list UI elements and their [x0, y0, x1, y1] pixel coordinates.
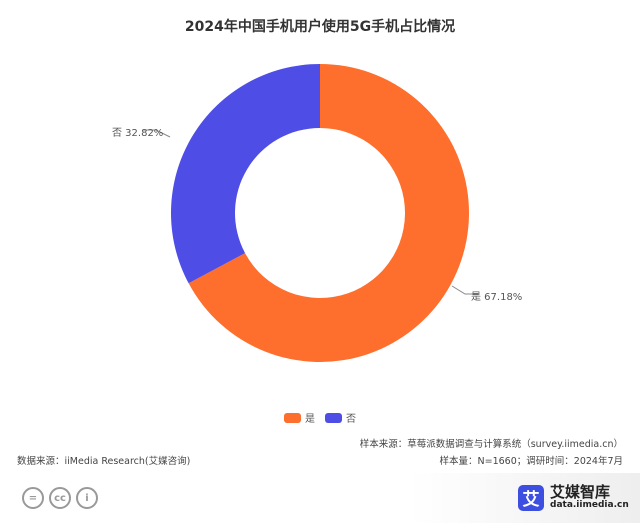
slice-label-yes: 是 67.18%: [471, 292, 523, 303]
leader-line-yes: [451, 285, 478, 295]
brand-logo-icon: 艾: [518, 484, 544, 511]
chart-title: 2024年中国手机用户使用5G手机占比情况: [184, 19, 456, 35]
legend-label-no: 否: [346, 414, 356, 425]
sample-source: 样本来源：草莓派数据调查与计算系统（survey.iimedia.cn）: [359, 439, 623, 450]
license-icons: = cc i: [22, 487, 98, 509]
cc-nd-icon: =: [22, 487, 44, 509]
data-source: 数据来源：iiMedia Research(艾媒咨询): [17, 456, 191, 467]
legend-swatch-no: [325, 412, 342, 423]
sample-info: 样本量：N=1660；调研时间：2024年7月: [439, 456, 623, 467]
legend-item-yes[interactable]: 是: [284, 410, 315, 425]
leader-line-no: [143, 129, 171, 138]
brand-url: data.iimedia.cn: [550, 500, 629, 510]
cc-icon: cc: [49, 487, 71, 509]
cc-by-icon: i: [76, 487, 98, 509]
legend-swatch-yes: [284, 412, 301, 423]
donut-slice-yes[interactable]: [188, 64, 470, 362]
brand: 艾 艾媒智库 data.iimedia.cn: [518, 484, 629, 511]
donut-slice-no[interactable]: [170, 64, 320, 284]
legend-label-yes: 是: [305, 414, 315, 425]
legend: 是 否: [0, 410, 640, 425]
slice-label-no: 否 32.82%: [112, 128, 164, 139]
legend-item-no[interactable]: 否: [325, 410, 356, 425]
brand-name: 艾媒智库: [550, 483, 611, 501]
